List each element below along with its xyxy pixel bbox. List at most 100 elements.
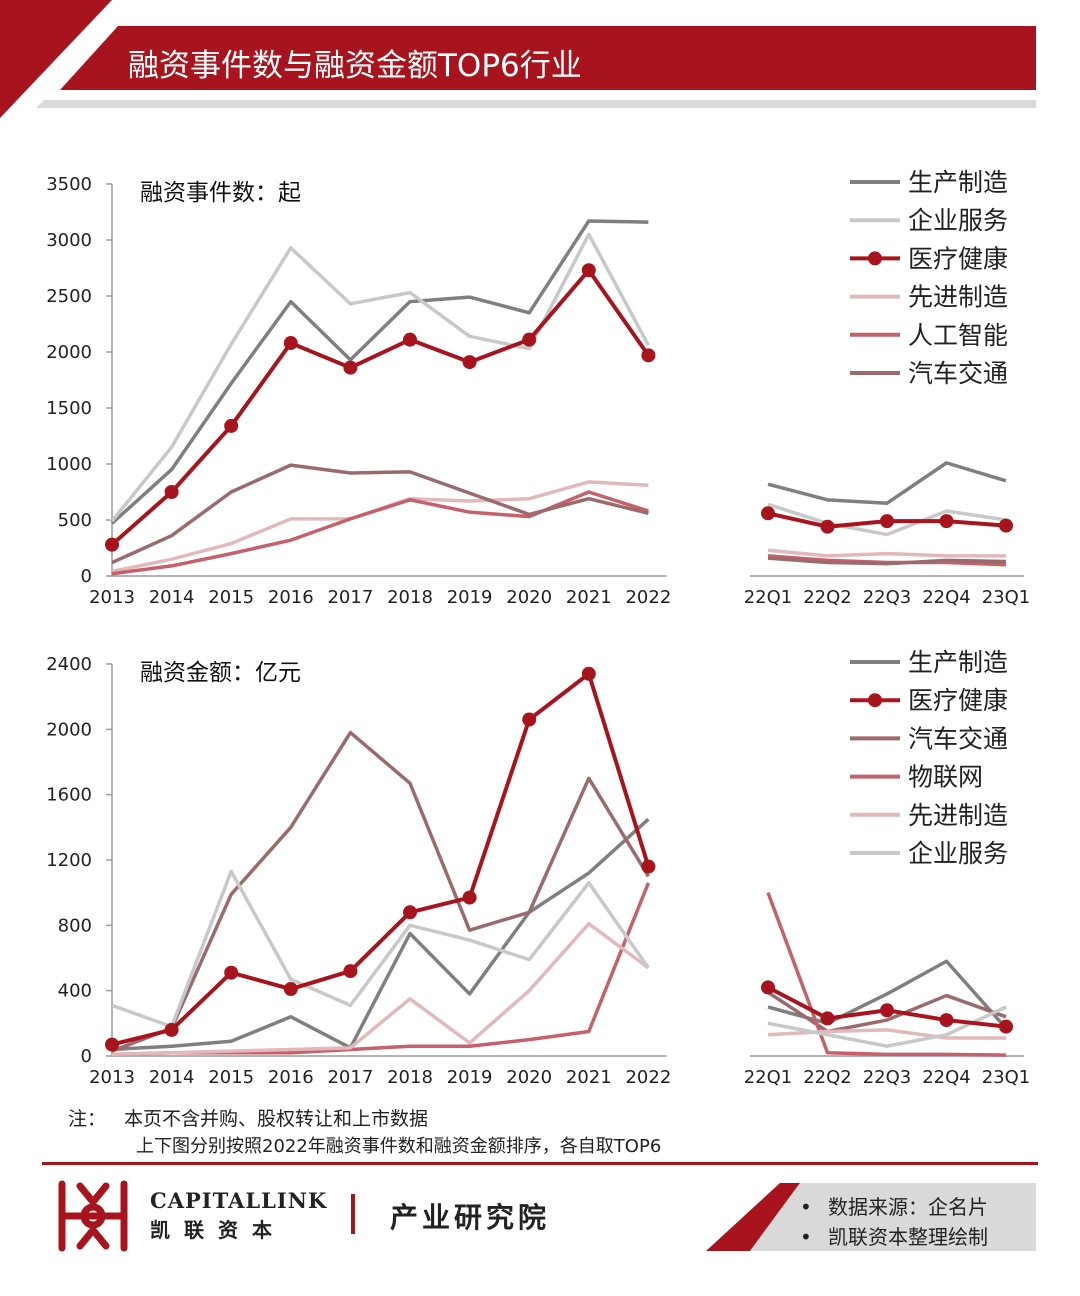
data-point — [522, 332, 537, 347]
series-line-annual — [111, 730, 650, 1053]
data-point — [939, 514, 954, 529]
y-tick-label: 3000 — [46, 230, 92, 251]
x-tick-label: 22Q1 — [744, 587, 793, 608]
x-tick-label: 2022 — [625, 587, 671, 608]
data-point — [522, 712, 537, 727]
brand-name-cn: 凯联资本 — [150, 1218, 286, 1242]
x-tick-label: 22Q2 — [803, 1067, 852, 1088]
y-tick-label: 1600 — [46, 785, 92, 806]
series-line-annual — [110, 219, 649, 525]
x-tick-label: 2020 — [506, 587, 552, 608]
data-point — [343, 360, 358, 375]
x-tick-label: 2014 — [149, 587, 195, 608]
header-title-bar — [60, 26, 1036, 90]
series-line-annual — [111, 869, 650, 1029]
legend-label: 物联网 — [908, 763, 983, 792]
legend-label: 企业服务 — [908, 206, 1008, 235]
footer-gray-panel — [750, 1183, 1036, 1251]
footer-band — [706, 1183, 1036, 1251]
source-item: • 数据来源：企名片 — [800, 1192, 988, 1222]
data-point — [283, 336, 298, 351]
x-tick-label: 2015 — [208, 1067, 254, 1088]
header-corner-triangle — [0, 0, 112, 118]
x-tick-label: 2015 — [208, 587, 254, 608]
data-point — [581, 666, 596, 681]
legend-label: 先进制造 — [908, 801, 1008, 830]
data-point — [462, 355, 477, 370]
x-tick-label: 22Q2 — [803, 587, 852, 608]
y-tick-label: 2500 — [46, 286, 92, 307]
footer-red-wedge — [706, 1183, 800, 1251]
series-line-quarterly — [767, 556, 1007, 566]
data-point — [880, 1003, 894, 1018]
data-point — [105, 1037, 119, 1052]
x-tick-label: 2019 — [447, 587, 493, 608]
series-line-annual — [110, 268, 651, 547]
data-point — [880, 514, 894, 529]
data-point — [820, 1011, 835, 1026]
data-point — [403, 905, 417, 920]
legend-label: 医疗健康 — [908, 686, 1008, 715]
legend-label: 生产制造 — [908, 648, 1008, 677]
data-point — [761, 980, 775, 995]
note-label: 注： — [68, 1108, 107, 1130]
x-tick-label: 2016 — [268, 1067, 314, 1088]
y-tick-label: 2000 — [46, 342, 92, 363]
x-tick-label: 22Q4 — [922, 587, 971, 608]
note-line-1: 注： 本页不含并购、股权转让和上市数据 — [68, 1106, 661, 1133]
y-tick-label: 1000 — [46, 454, 92, 475]
x-tick-label: 2022 — [625, 1067, 671, 1088]
x-tick-label: 2016 — [268, 587, 314, 608]
chart-title: 融资金额：亿元 — [140, 660, 301, 686]
legend-label: 汽车交通 — [908, 359, 1008, 388]
chart-amount: 0 400 800 1200 1600 2000 2400 2013 2014 2015 2016 2… — [46, 648, 1031, 1088]
bullet-icon: • — [800, 1195, 812, 1219]
x-tick-label: 22Q3 — [863, 587, 912, 608]
series-line-quarterly — [767, 502, 1007, 537]
legend-label: 企业服务 — [908, 839, 1008, 868]
y-tick-label: 1200 — [46, 850, 92, 871]
data-point — [283, 982, 298, 997]
capitallink-logo-icon — [58, 1180, 128, 1252]
series-line-annual — [111, 463, 649, 565]
x-tick-label: 2020 — [506, 1067, 552, 1088]
x-tick-label: 2021 — [566, 1067, 612, 1088]
source-text: 凯联资本整理绘制 — [828, 1225, 988, 1249]
data-point — [164, 1022, 179, 1037]
chart-event-count: 0 500 1000 1500 2000 2500 3000 3500 2013 2014 2015… — [46, 168, 1031, 608]
y-tick-label: 400 — [58, 981, 92, 1002]
legend-label: 生产制造 — [908, 168, 1008, 197]
series-line-quarterly — [767, 548, 1006, 558]
data-point — [999, 518, 1013, 533]
series-line-annual — [111, 671, 651, 1047]
institute-name: 产业研究院 — [390, 1201, 551, 1234]
legend-marker — [868, 251, 882, 266]
x-tick-label: 2014 — [149, 1067, 195, 1088]
data-point — [343, 964, 358, 979]
y-tick-label: 800 — [58, 915, 92, 936]
source-text: 数据来源：企名片 — [828, 1195, 988, 1219]
x-tick-label: 23Q1 — [982, 1067, 1031, 1088]
header-stripe — [36, 100, 1036, 108]
data-point — [164, 485, 179, 499]
data-point — [999, 1019, 1013, 1034]
header-banner — [0, 0, 1036, 118]
chart-title: 融资事件数：起 — [140, 180, 301, 206]
y-tick-label: 2400 — [46, 654, 92, 675]
x-tick-label: 22Q3 — [863, 1067, 912, 1088]
legend-marker — [868, 693, 882, 708]
x-tick-label: 2018 — [387, 1067, 433, 1088]
data-point — [403, 332, 417, 347]
y-tick-label: 0 — [81, 1046, 92, 1067]
y-tick-label: 1500 — [46, 398, 92, 419]
y-tick-label: 500 — [58, 510, 92, 531]
data-point — [105, 537, 119, 552]
x-tick-label: 23Q1 — [982, 587, 1031, 608]
legend-label: 汽车交通 — [908, 724, 1008, 753]
x-tick-label: 2013 — [89, 587, 135, 608]
series-line-quarterly — [767, 990, 1007, 1034]
legend-label: 人工智能 — [908, 321, 1008, 350]
series-line-quarterly — [766, 892, 1007, 1057]
data-point — [820, 519, 835, 534]
legend-label: 先进制造 — [908, 283, 1008, 312]
